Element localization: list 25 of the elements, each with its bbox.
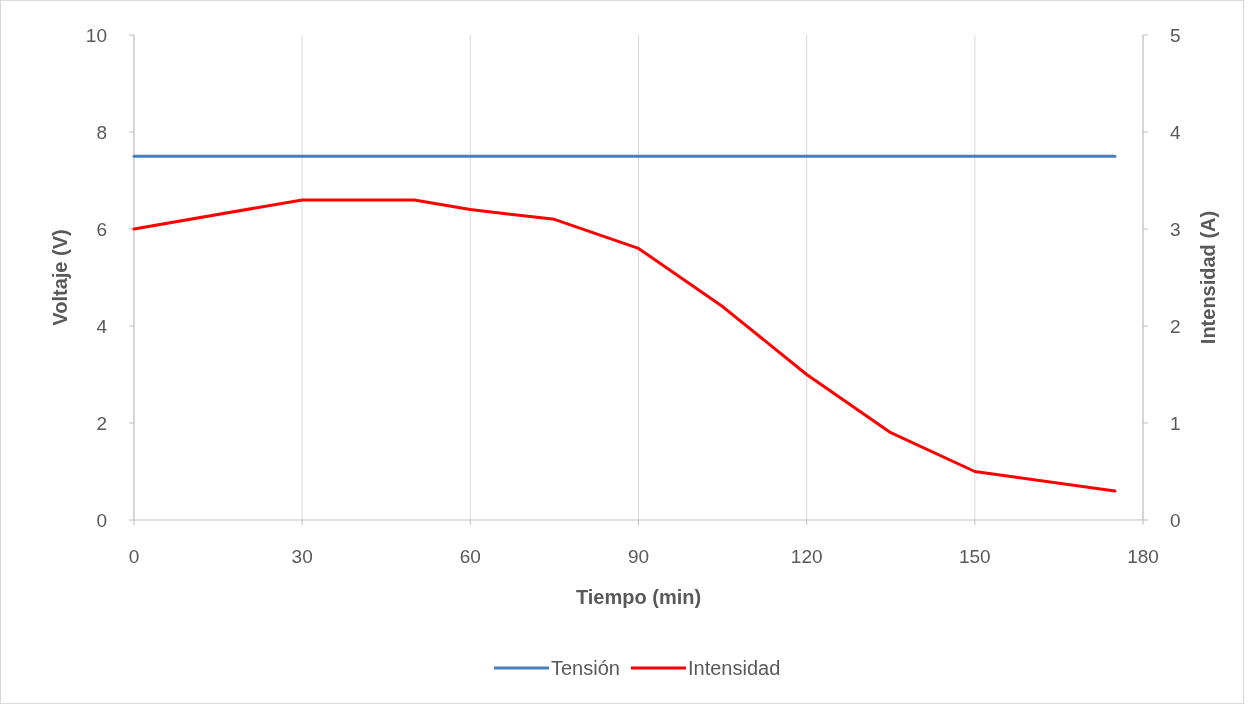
legend-label: Tensión bbox=[551, 657, 620, 679]
y-tick-label: 0 bbox=[96, 510, 107, 531]
y-tick-label: 8 bbox=[96, 122, 107, 143]
x-tick-label: 30 bbox=[291, 546, 313, 567]
line-series bbox=[132, 198, 1117, 493]
y2-tick-label: 2 bbox=[1170, 316, 1181, 337]
y-axis-title: Voltaje (V) bbox=[49, 229, 71, 326]
y-tick-label: 6 bbox=[96, 219, 107, 240]
x-tick-label: 0 bbox=[128, 546, 140, 567]
y2-tick-label: 1 bbox=[1170, 413, 1181, 434]
x-tick-label: 120 bbox=[790, 546, 823, 567]
y2-tick-label: 4 bbox=[1170, 122, 1181, 143]
x-tick-label: 180 bbox=[1127, 546, 1159, 567]
x-tick-label: 60 bbox=[459, 546, 481, 567]
y2-axis-title: Intensidad (A) bbox=[1197, 210, 1219, 345]
y-tick-label: 4 bbox=[96, 316, 108, 337]
y-tick-label: 2 bbox=[96, 413, 107, 434]
x-tick-label: 90 bbox=[627, 546, 650, 567]
x-axis-title: Tiempo (min) bbox=[575, 586, 702, 608]
legend-label: Intensidad bbox=[688, 657, 781, 679]
x-tick-label: 150 bbox=[958, 546, 991, 567]
y2-tick-label: 3 bbox=[1170, 219, 1181, 240]
y-tick-label: 10 bbox=[85, 25, 107, 46]
y2-tick-label: 5 bbox=[1170, 25, 1181, 46]
y2-tick-label: 0 bbox=[1170, 510, 1181, 531]
